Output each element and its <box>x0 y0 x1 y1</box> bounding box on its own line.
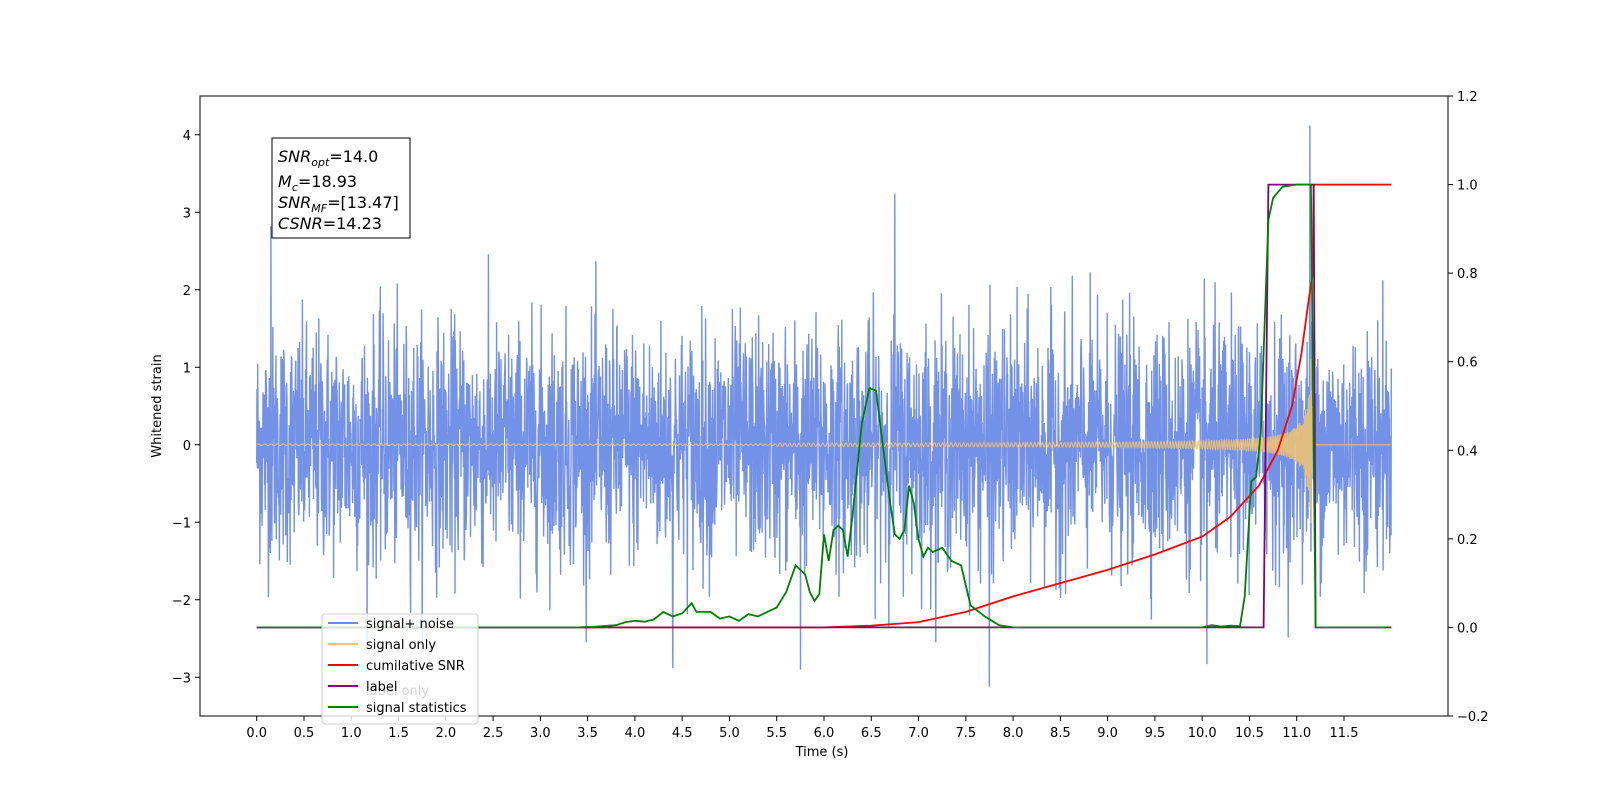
x-tick-label: 5.5 <box>766 726 787 741</box>
x-tick-label: 10.5 <box>1235 726 1264 741</box>
y-tick-label: 0 <box>183 439 191 454</box>
line-cumulative-snr <box>256 183 1392 629</box>
y2-tick-label: 1.0 <box>1457 179 1478 194</box>
x-tick-label: 9.5 <box>1145 726 1166 741</box>
x-tick-label: 0.0 <box>246 726 267 741</box>
x-tick-label: 4.0 <box>625 726 646 741</box>
y-tick-label: −3 <box>172 671 191 686</box>
legend: signal+ noise signal only cumilative SNR la… <box>321 613 479 725</box>
annotation-mc: Mc=18.93 <box>278 172 357 194</box>
annotation-box: SNRopt=14.0 Mc=18.93 SNRMF=[13.47] CSNR=… <box>271 137 411 239</box>
y2-tick-label: 0.8 <box>1457 267 1478 282</box>
x-tick-label: 3.0 <box>530 726 551 741</box>
x-tick-label: 1.5 <box>388 726 409 741</box>
y-axis-left: 4 3 2 1 0 −1 −2 −3 <box>172 129 200 686</box>
y2-tick-label: 0.6 <box>1457 356 1478 371</box>
x-tick-label: 4.5 <box>672 726 693 741</box>
x-tick-label: 6.0 <box>814 726 835 741</box>
x-tick-label: 7.0 <box>908 726 929 741</box>
annotation-snr-mf: SNRMF=[13.47] <box>278 193 399 215</box>
x-tick-label: 8.5 <box>1050 726 1071 741</box>
x-tick-label: 2.5 <box>483 726 504 741</box>
x-axis-label: Time (s) <box>795 745 849 760</box>
line-signal-noise <box>256 125 1393 687</box>
x-tick-label: 9.0 <box>1097 726 1118 741</box>
y2-tick-label: 1.2 <box>1457 90 1478 105</box>
x-tick-label: 8.0 <box>1003 726 1024 741</box>
legend-label: label <box>366 680 397 695</box>
x-tick-label: 11.0 <box>1282 726 1311 741</box>
series-right-axis <box>256 183 1392 629</box>
line-signal-statistics <box>256 183 1387 629</box>
series-signal-noise <box>256 125 1393 687</box>
y-tick-label: 2 <box>183 284 191 299</box>
x-axis: 0.0 0.5 1.0 1.5 2.0 2.5 3.0 3.5 4.0 4.5 5.0 5.5 6.0 6… <box>246 716 1358 741</box>
x-tick-label: 2.0 <box>435 726 456 741</box>
y2-tick-label: 0.0 <box>1457 621 1478 636</box>
annotation-csnr: CSNR=14.23 <box>278 214 382 233</box>
x-tick-label: 5.0 <box>719 726 740 741</box>
legend-label: signal+ noise <box>366 617 454 632</box>
y2-tick-label: 0.2 <box>1457 533 1478 548</box>
x-tick-label: 3.5 <box>577 726 598 741</box>
y2-tick-label: 0.4 <box>1457 444 1478 459</box>
legend-label: cumilative SNR <box>366 659 465 674</box>
y-tick-label: 1 <box>183 361 191 376</box>
y-tick-label: 3 <box>183 206 191 221</box>
x-tick-label: 10.0 <box>1188 726 1217 741</box>
y-axis-right: 1.2 1.0 0.8 0.6 0.4 0.2 0.0 −0.2 <box>1448 90 1489 725</box>
x-tick-label: 7.5 <box>955 726 976 741</box>
y-tick-label: 4 <box>183 129 191 144</box>
legend-label: signal only <box>366 638 436 653</box>
legend-label: signal statistics <box>366 701 467 716</box>
series-signal-only <box>256 358 1392 523</box>
x-tick-label: 6.5 <box>861 726 882 741</box>
y-axis-label: Whitened strain <box>150 354 165 457</box>
x-tick-label: 11.5 <box>1330 726 1359 741</box>
x-tick-label: 0.5 <box>294 726 315 741</box>
y-tick-label: −1 <box>172 516 191 531</box>
x-tick-label: 1.0 <box>341 726 362 741</box>
legend-occluded-text: label only <box>366 684 429 699</box>
annotation-snr-opt: SNRopt=14.0 <box>278 147 378 169</box>
y2-tick-label: −0.2 <box>1457 710 1489 725</box>
y-tick-label: −2 <box>172 594 191 609</box>
line-signal-only <box>256 358 1392 523</box>
